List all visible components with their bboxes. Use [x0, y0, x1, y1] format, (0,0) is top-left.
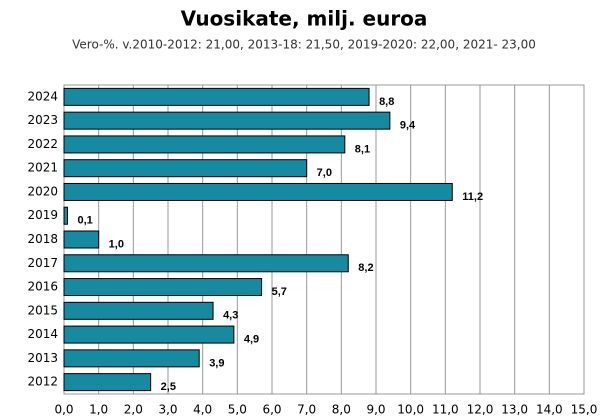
- bar: [63, 111, 391, 130]
- value-label: 8,8: [379, 96, 394, 108]
- value-label: 5,7: [272, 286, 287, 298]
- bar: [63, 325, 235, 344]
- y-tick-label: 2013: [27, 351, 58, 365]
- x-tick-label: 1,0: [89, 403, 108, 417]
- y-tick-label: 2017: [27, 256, 58, 270]
- bar: [63, 373, 152, 392]
- y-tick-label: 2020: [27, 184, 58, 198]
- y-tick-label: 2016: [27, 280, 58, 294]
- bar: [63, 301, 214, 320]
- x-tick-label: 8,0: [332, 403, 351, 417]
- value-label: 1,0: [109, 238, 124, 250]
- value-label: 7,0: [317, 167, 332, 179]
- bar: [63, 135, 346, 154]
- value-label: 11,2: [462, 191, 483, 203]
- x-tick-label: 2,0: [124, 403, 143, 417]
- value-label: 0,1: [77, 215, 92, 227]
- y-tick-label: 2014: [27, 327, 58, 341]
- value-label: 8,1: [355, 143, 370, 155]
- value-label: 9,4: [400, 120, 416, 132]
- value-label: 2,5: [161, 381, 176, 393]
- y-tick-label: 2023: [27, 113, 58, 127]
- chart-subtitle: Vero-%. v.2010-2012: 21,00, 2013-18: 21,…: [72, 38, 536, 52]
- bar: [63, 254, 349, 273]
- bar: [63, 206, 68, 225]
- bar: [63, 349, 200, 368]
- bar: [63, 87, 370, 106]
- value-label: 8,2: [358, 262, 373, 274]
- x-tick-label: 7,0: [297, 403, 316, 417]
- x-tick-label: 3,0: [158, 403, 177, 417]
- value-label: 4,3: [223, 310, 238, 322]
- value-label: 4,9: [244, 333, 259, 345]
- chart-title: Vuosikate, milj. euroa: [181, 7, 428, 31]
- x-tick-label: 15,0: [571, 403, 598, 417]
- y-tick-label: 2024: [27, 89, 58, 103]
- x-tick-label: 10,0: [397, 403, 424, 417]
- plot-area: [63, 84, 585, 395]
- value-label: 3,9: [209, 357, 224, 369]
- x-tick-label: 4,0: [193, 403, 212, 417]
- bar: [63, 278, 263, 297]
- y-tick-label: 2022: [27, 137, 58, 151]
- x-tick-label: 0,0: [54, 403, 73, 417]
- x-tick-label: 11,0: [432, 403, 459, 417]
- y-tick-label: 2012: [27, 375, 58, 389]
- bar: [63, 182, 453, 201]
- x-tick-label: 12,0: [467, 403, 494, 417]
- y-tick-label: 2018: [27, 232, 58, 246]
- y-tick-label: 2019: [27, 208, 58, 222]
- x-tick-label: 9,0: [366, 403, 385, 417]
- x-tick-label: 14,0: [536, 403, 563, 417]
- y-tick-label: 2021: [27, 161, 58, 175]
- bar: [63, 159, 308, 178]
- x-tick-label: 13,0: [501, 403, 528, 417]
- y-tick-label: 2015: [27, 303, 58, 317]
- x-tick-label: 6,0: [262, 403, 281, 417]
- x-tick-label: 5,0: [228, 403, 247, 417]
- bar: [63, 230, 100, 249]
